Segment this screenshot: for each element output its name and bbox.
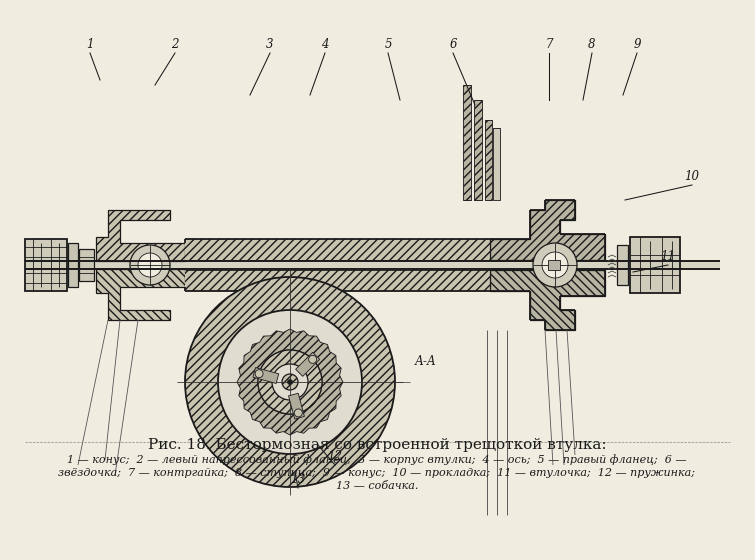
Circle shape bbox=[258, 350, 322, 414]
Bar bbox=[485, 120, 492, 200]
Circle shape bbox=[218, 310, 362, 454]
Text: 8: 8 bbox=[588, 38, 596, 51]
Text: 5: 5 bbox=[384, 38, 392, 51]
Bar bbox=[474, 100, 482, 200]
Polygon shape bbox=[96, 210, 185, 261]
Circle shape bbox=[138, 253, 162, 277]
Bar bbox=[25, 261, 720, 269]
Circle shape bbox=[294, 409, 302, 417]
Text: 13 — собачка.: 13 — собачка. bbox=[336, 481, 418, 491]
Text: Рис. 18. Бестормозная со встроенной трещоткой втулка:: Рис. 18. Бестормозная со встроенной трещ… bbox=[148, 438, 606, 452]
Polygon shape bbox=[96, 269, 185, 320]
Polygon shape bbox=[296, 352, 319, 376]
Text: звёздочка;  7 — контргайка;  8 — ступица;  9 — конус;  10 — прокладка;  11 — вту: звёздочка; 7 — контргайка; 8 — ступица; … bbox=[58, 468, 695, 478]
Text: 6: 6 bbox=[449, 38, 457, 51]
Circle shape bbox=[255, 370, 263, 377]
Polygon shape bbox=[68, 243, 78, 287]
Text: 4: 4 bbox=[321, 38, 328, 51]
Circle shape bbox=[533, 243, 577, 287]
Circle shape bbox=[272, 364, 308, 400]
Circle shape bbox=[258, 350, 322, 414]
Text: 3: 3 bbox=[267, 38, 274, 51]
Polygon shape bbox=[79, 249, 94, 281]
Polygon shape bbox=[617, 245, 628, 285]
Circle shape bbox=[130, 245, 170, 285]
Text: 9: 9 bbox=[633, 38, 641, 51]
Polygon shape bbox=[25, 239, 67, 291]
Text: А-А: А-А bbox=[415, 355, 436, 368]
Text: 1 — конус;  2 — левый напрессованный фланец;  3 — корпус втулки;  4 — ось;  5 — : 1 — конус; 2 — левый напрессованный флан… bbox=[67, 455, 687, 465]
Circle shape bbox=[542, 252, 568, 278]
Polygon shape bbox=[490, 200, 605, 260]
Text: 7: 7 bbox=[545, 38, 553, 51]
Circle shape bbox=[282, 374, 298, 390]
Bar bbox=[463, 85, 471, 200]
Bar bbox=[548, 260, 560, 270]
Polygon shape bbox=[253, 367, 279, 384]
Text: 11: 11 bbox=[661, 250, 676, 263]
Polygon shape bbox=[630, 237, 680, 293]
Bar bbox=[493, 128, 500, 200]
Text: 10: 10 bbox=[685, 170, 699, 183]
Text: 12: 12 bbox=[328, 450, 343, 463]
Polygon shape bbox=[490, 270, 605, 330]
Text: 1: 1 bbox=[86, 38, 94, 51]
Bar bbox=[185, 239, 490, 260]
Circle shape bbox=[185, 277, 395, 487]
Text: 13: 13 bbox=[291, 473, 306, 486]
Polygon shape bbox=[288, 393, 304, 419]
Circle shape bbox=[309, 356, 316, 363]
Text: 2: 2 bbox=[171, 38, 179, 51]
Bar bbox=[185, 270, 490, 291]
Circle shape bbox=[288, 380, 292, 385]
Polygon shape bbox=[237, 329, 343, 435]
